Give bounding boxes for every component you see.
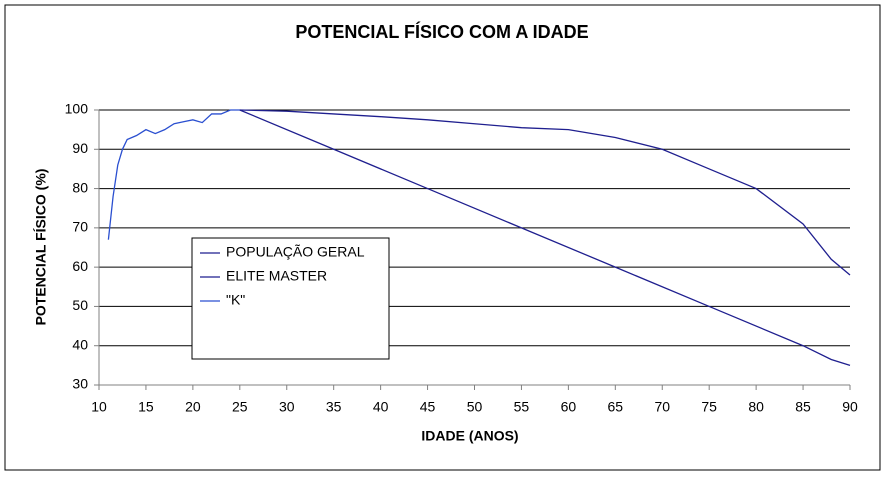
- x-axis-label: IDADE (ANOS): [421, 428, 518, 444]
- x-tick-label: 25: [232, 399, 248, 415]
- y-tick-label: 100: [65, 101, 89, 117]
- legend-label: "K": [226, 292, 245, 308]
- x-tick-label: 60: [561, 399, 577, 415]
- y-tick-label: 50: [72, 297, 88, 313]
- y-tick-label: 70: [72, 219, 88, 235]
- chart-title: POTENCIAL FÍSICO COM A IDADE: [295, 21, 588, 42]
- x-tick-label: 90: [842, 399, 858, 415]
- legend-label: POPULAÇÃO GERAL: [226, 244, 365, 260]
- x-tick-label: 85: [795, 399, 811, 415]
- y-tick-label: 40: [72, 336, 88, 352]
- x-tick-label: 35: [326, 399, 342, 415]
- series-line: [107, 109, 240, 240]
- legend-label: ELITE MASTER: [226, 268, 327, 284]
- x-tick-label: 80: [748, 399, 764, 415]
- series-line: [239, 109, 851, 276]
- x-tick-label: 30: [279, 399, 295, 415]
- x-tick-label: 15: [138, 399, 154, 415]
- chart-border: [4, 4, 881, 471]
- x-tick-label: 65: [608, 399, 624, 415]
- y-axis-label: POTENCIAL FÍSICO (%): [33, 169, 49, 326]
- x-tick-label: 45: [420, 399, 436, 415]
- x-tick-label: 70: [654, 399, 670, 415]
- y-tick-label: 90: [72, 140, 88, 156]
- x-tick-label: 75: [701, 399, 717, 415]
- y-tick-label: 30: [72, 376, 88, 392]
- x-tick-label: 55: [514, 399, 530, 415]
- x-tick-label: 50: [467, 399, 483, 415]
- legend-box: [191, 237, 390, 360]
- x-tick-label: 20: [185, 399, 201, 415]
- y-tick-label: 80: [72, 179, 88, 195]
- x-tick-label: 10: [91, 399, 107, 415]
- series-line: [239, 109, 851, 366]
- y-tick-label: 60: [72, 258, 88, 274]
- x-tick-label: 40: [373, 399, 389, 415]
